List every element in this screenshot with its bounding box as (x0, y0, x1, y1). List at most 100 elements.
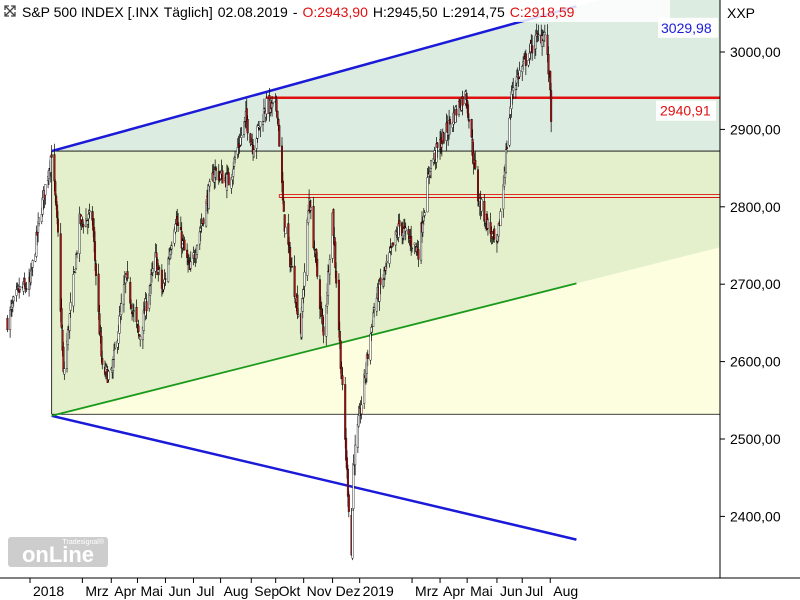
channel-top-value-label: 3029,98 (661, 20, 712, 36)
candle-body (122, 284, 125, 305)
candle-body (257, 125, 260, 128)
candle-body (49, 155, 52, 173)
resistance-label-bg (656, 100, 716, 121)
candle-body (164, 278, 167, 280)
y-tick-label: 2900,00 (730, 121, 781, 137)
candle-body (100, 336, 103, 357)
candle-body (50, 154, 53, 158)
candle-body (12, 296, 15, 302)
candle-body (322, 326, 325, 336)
candle-body (151, 268, 154, 273)
candle-body (252, 149, 255, 158)
y-tick-label: 2600,00 (730, 354, 781, 370)
candle-body (177, 222, 180, 226)
header-bg (0, 0, 670, 22)
y-tick-label: 2400,00 (730, 508, 781, 524)
candle-body (293, 265, 296, 297)
expand-icon[interactable] (4, 5, 16, 17)
header-low: L:2914,75 (442, 4, 504, 20)
candle-body (550, 90, 553, 122)
candle-body (243, 121, 246, 135)
price-axis: XXP 3000,00 2900,00 2800,00 2700,00 2600,00 2… (719, 0, 781, 578)
candle-body (278, 125, 281, 147)
level-labels: 2940,91 3029,98 (656, 17, 718, 121)
candle-body (15, 289, 18, 296)
candle-body (82, 224, 85, 227)
candle-body (398, 220, 401, 227)
x-tick-label: Apr (114, 583, 136, 599)
x-tick-label: Mai (140, 583, 163, 599)
candle-body (306, 219, 309, 276)
y-tick-label: 3000,00 (730, 44, 781, 60)
candle-body (413, 242, 416, 246)
watermark-logo-text: onLine (22, 542, 94, 567)
candle-body (486, 219, 489, 229)
candle-body (221, 170, 224, 184)
candle-body (480, 199, 483, 212)
candle-body (23, 277, 26, 286)
candle-body (312, 206, 315, 249)
candle-body (208, 181, 211, 187)
candle-body (404, 227, 407, 232)
candle-body (508, 117, 511, 146)
header-close: C:2918,59 (510, 4, 575, 20)
candle-body (316, 258, 319, 277)
candle-body (53, 154, 56, 182)
candle-body (234, 157, 237, 160)
candle-body (75, 254, 78, 269)
candle-body (360, 404, 363, 415)
candle-body (196, 244, 199, 255)
candle-body (547, 54, 550, 75)
candle-body (372, 312, 375, 327)
candle-body (296, 294, 299, 315)
candle-body (271, 102, 274, 104)
header-high: H:2945,50 (373, 4, 438, 20)
candle-body (84, 218, 87, 227)
candle-body (31, 260, 34, 268)
candle-body (328, 259, 331, 275)
header-separator: - (293, 4, 298, 20)
candle-body (129, 281, 132, 304)
candle-body (9, 309, 12, 330)
candle-body (183, 239, 186, 251)
candle-body (126, 271, 129, 279)
candle-body (72, 274, 75, 307)
candle-body (334, 241, 337, 268)
time-axis: 2018 Mrz Apr Mai Jun Jul Aug Sep Okt Nov Dez 2019 Mr… (0, 577, 800, 599)
candle-body (505, 146, 508, 149)
candle-body (19, 286, 22, 290)
candle-body (467, 104, 470, 118)
zone-middle-fill (51, 151, 720, 416)
candle-body (474, 160, 477, 169)
candle-body (160, 269, 163, 289)
candle-body (347, 494, 350, 512)
candle-body (318, 279, 321, 310)
candle-layer (6, 23, 553, 561)
candle-body (541, 35, 544, 47)
zone-layer (51, 0, 720, 416)
x-tick-label: 2019 (363, 583, 394, 599)
candle-body (303, 271, 306, 287)
candle-body (189, 261, 192, 269)
candle-body (262, 121, 265, 125)
candle-body (6, 317, 9, 331)
candle-body (56, 218, 59, 233)
candle-body (410, 235, 413, 247)
candle-body (379, 277, 382, 285)
candle-body (476, 169, 479, 202)
candle-body (335, 271, 338, 284)
candle-body (246, 119, 249, 134)
chart-header: S&P 500 INDEX [.INX Täglich] 02.08.2019- O:… (0, 0, 670, 22)
candle-body (170, 245, 173, 250)
candle-body (137, 325, 140, 333)
y-tick-label: 2700,00 (730, 276, 781, 292)
candle-body (455, 108, 458, 116)
candle-body (113, 348, 116, 350)
candle-body (531, 45, 534, 54)
candle-body (357, 414, 360, 427)
x-tick-label: Mrz (415, 583, 438, 599)
candle-body (411, 247, 414, 250)
candle-body (417, 249, 420, 260)
candle-body (366, 354, 369, 359)
candle-body (120, 303, 123, 315)
